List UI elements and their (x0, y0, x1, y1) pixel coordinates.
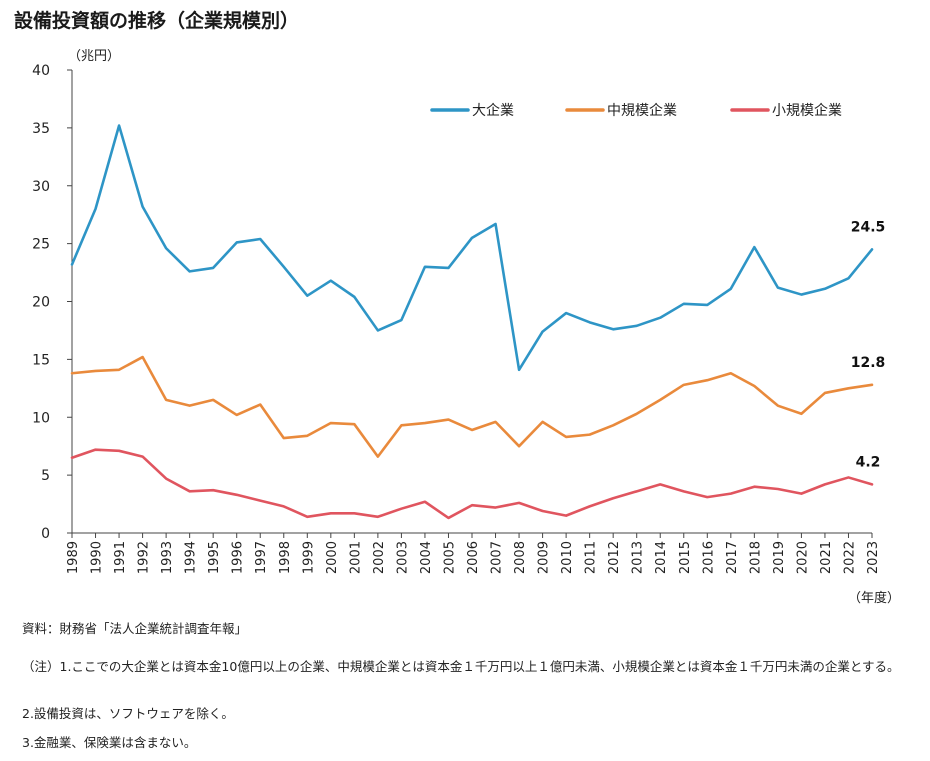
y-tick-label: 20 (32, 295, 50, 311)
y-tick-label: 10 (32, 410, 50, 426)
x-tick-label: 1996 (231, 541, 246, 574)
x-tick-label: 1989 (66, 541, 81, 574)
y-tick-label: 35 (32, 121, 50, 137)
x-tick-label: 1994 (184, 541, 199, 574)
x-tick-label: 2018 (748, 541, 763, 574)
x-tick-label: 1995 (207, 541, 222, 574)
x-tick-label: 1991 (113, 541, 128, 574)
x-tick-label: 2005 (442, 541, 457, 574)
x-tick-label: 1993 (160, 541, 175, 574)
x-tick-label: 1990 (90, 541, 105, 574)
page-title: 設備投資額の推移（企業規模別） (14, 10, 300, 32)
y-tick-label: 40 (32, 63, 50, 79)
chart-legend: 大企業 中規模企業 小規模企業 (430, 102, 842, 119)
x-tick-label: 2012 (607, 541, 622, 574)
x-tick-label: 2017 (725, 541, 740, 574)
x-tick-label: 2016 (701, 541, 716, 574)
y-axis-label: （兆円） (68, 49, 120, 64)
x-tick-label: 2002 (372, 541, 387, 574)
legend-label-2: 中規模企業 (607, 102, 677, 119)
x-tick-label: 2006 (466, 541, 481, 574)
y-tick-label: 15 (32, 352, 50, 368)
x-tick-label: 2001 (348, 541, 363, 574)
footnote-1: （注）1.ここでの大企業とは資本金10億円以上の企業、中規模企業とは資本金１千万… (22, 659, 900, 674)
x-tick-label: 1998 (278, 541, 293, 574)
x-tick-label: 1997 (254, 541, 269, 574)
x-tick-label: 2022 (842, 541, 857, 574)
line-chart: 0 5 10 15 20 25 30 35 40 （兆円） 1989 1990 1991 1992 1993… (32, 49, 900, 606)
x-tick-label: 1992 (137, 541, 152, 574)
x-tick-label: 2003 (395, 541, 410, 574)
end-value-label-1: 24.5 (851, 219, 886, 235)
x-tick-label: 2013 (631, 541, 646, 574)
x-tick-label: 2008 (513, 541, 528, 574)
footnote-3: 3.金融業、保険業は含まない。 (22, 735, 197, 750)
y-tick-label: 30 (32, 179, 50, 195)
footnote-2: 2.設備投資は、ソフトウェアを除く。 (22, 706, 234, 721)
x-tick-label: 2023 (866, 541, 881, 574)
series-line-2 (70, 355, 874, 458)
end-value-label-2: 12.8 (851, 355, 886, 371)
series-line-1 (70, 124, 874, 372)
x-tick-label: 2000 (325, 541, 340, 574)
x-tick-label: 2004 (419, 541, 434, 574)
x-tick-label: 2014 (654, 541, 669, 574)
x-tick-label: 2009 (537, 541, 552, 574)
chart-axes: 0 5 10 15 20 25 30 35 40 （兆円） 1989 1990 1991 1992 1993… (32, 49, 900, 606)
chart-series: 24.5 12.8 4.2 (70, 124, 886, 520)
y-tick-label: 25 (32, 237, 50, 253)
x-tick-label: 2019 (772, 541, 787, 574)
y-tick-label: 5 (41, 468, 50, 484)
end-value-label-3: 4.2 (856, 454, 881, 470)
x-tick-label: 2010 (560, 541, 575, 574)
series-line-3 (70, 448, 874, 520)
x-tick-label: 2021 (819, 541, 834, 574)
x-tick-label: 2020 (795, 541, 810, 574)
legend-label-3: 小規模企業 (772, 102, 842, 119)
x-axis-label: （年度） (848, 590, 900, 606)
source-note: 資料：財務省「法人企業統計調査年報」 (22, 621, 248, 636)
x-tick-label: 2011 (584, 541, 599, 574)
x-tick-label: 1999 (301, 541, 316, 574)
x-tick-label: 2015 (678, 541, 693, 574)
x-tick-label: 2007 (490, 541, 505, 574)
y-tick-label: 0 (41, 526, 50, 542)
legend-label-1: 大企業 (472, 102, 514, 119)
